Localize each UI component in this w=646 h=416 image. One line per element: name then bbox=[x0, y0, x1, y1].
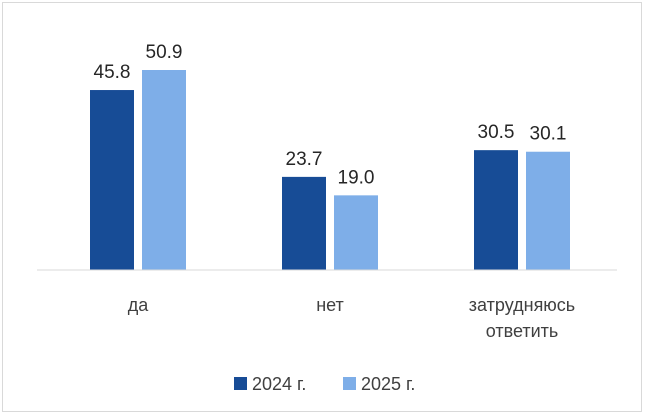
category-label: ответить bbox=[486, 321, 559, 341]
bar-2024-1 bbox=[282, 176, 326, 270]
category-label: нет bbox=[316, 295, 344, 315]
bar-2024-2 bbox=[474, 150, 518, 270]
category-label: да bbox=[128, 295, 150, 315]
bar-2024-0 bbox=[90, 90, 134, 270]
bars-group bbox=[90, 70, 570, 270]
chart-frame bbox=[2, 2, 642, 412]
legend-swatch-2025 bbox=[343, 377, 356, 390]
category-labels-group: да нет затрудняюсь ответить bbox=[128, 295, 575, 341]
value-label: 50.9 bbox=[146, 42, 183, 63]
value-label: 23.7 bbox=[286, 149, 323, 170]
value-label: 30.5 bbox=[478, 122, 515, 143]
legend-label-2025: 2025 г. bbox=[361, 374, 415, 394]
bar-2025-2 bbox=[526, 151, 570, 270]
bar-2025-1 bbox=[334, 195, 378, 270]
value-label: 30.1 bbox=[530, 124, 567, 145]
legend: 2024 г. 2025 г. bbox=[234, 374, 415, 394]
legend-label-2024: 2024 г. bbox=[252, 374, 306, 394]
legend-swatch-2024 bbox=[234, 377, 247, 390]
value-label: 45.8 bbox=[94, 62, 131, 83]
bar-2025-0 bbox=[142, 70, 186, 270]
value-labels-group: 45.8 50.9 23.7 19.0 30.5 30.1 bbox=[94, 42, 567, 188]
category-label: затрудняюсь bbox=[469, 295, 575, 315]
value-label: 19.0 bbox=[338, 167, 375, 188]
